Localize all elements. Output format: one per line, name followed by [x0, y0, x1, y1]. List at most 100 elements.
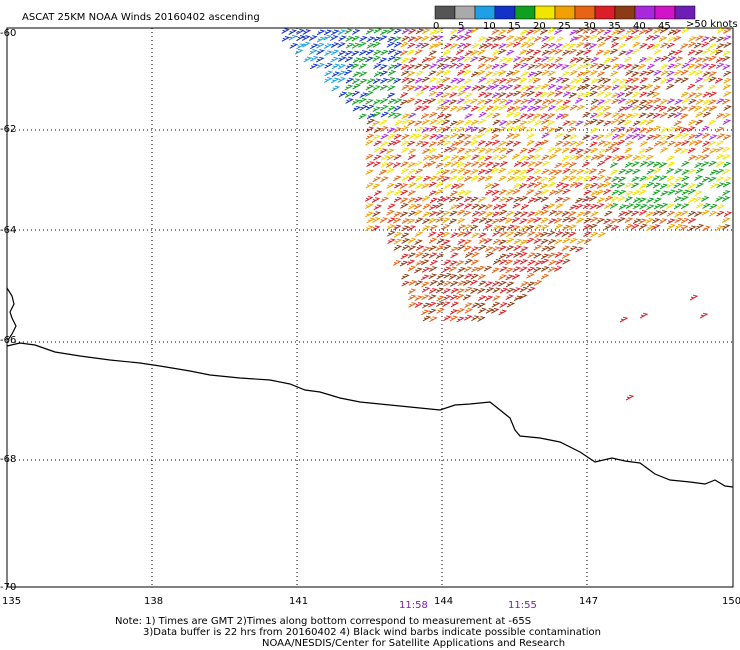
- wind-barb: [400, 189, 409, 196]
- wind-barb: [533, 84, 543, 91]
- wind-barb: [582, 77, 591, 84]
- wind-barb: [721, 196, 731, 202]
- wind-barb: [525, 225, 535, 231]
- wind-barb: [639, 77, 649, 84]
- wind-barb: [715, 161, 725, 167]
- wind-barb: [498, 140, 507, 147]
- wind-barb: [589, 141, 599, 148]
- wind-barb: [434, 28, 444, 35]
- wind-barb: [541, 83, 550, 90]
- wind-barb: [709, 203, 718, 210]
- legend-swatch: [634, 5, 656, 20]
- wind-barb: [457, 231, 466, 238]
- wind-barb: [554, 252, 564, 258]
- wind-barb: [401, 225, 410, 232]
- wind-barb: [393, 244, 403, 251]
- note-line-3: NOAA/NESDIS/Center for Satellite Applica…: [262, 638, 566, 649]
- wind-barb: [463, 196, 473, 203]
- wind-barb: [645, 217, 655, 224]
- wind-barb: [512, 287, 522, 294]
- wind-barb: [421, 105, 430, 112]
- wind-barb: [618, 84, 628, 91]
- wind-barb: [618, 211, 627, 217]
- wind-barb: [400, 125, 410, 132]
- wind-barb: [420, 141, 430, 148]
- legend-swatch: [474, 5, 496, 20]
- wind-barb: [506, 126, 516, 132]
- wind-barb: [715, 113, 725, 119]
- wind-barb: [625, 140, 634, 147]
- wind-barb: [498, 280, 507, 287]
- wind-barb: [548, 190, 558, 196]
- wind-barb: [547, 230, 556, 237]
- wind-barb: [589, 112, 599, 119]
- wind-barb: [639, 127, 648, 134]
- wind-barb: [547, 84, 557, 90]
- wind-barb: [399, 99, 409, 106]
- wind-barb: [457, 218, 466, 224]
- wind-barb: [673, 203, 683, 210]
- wind-barb: [421, 119, 431, 125]
- wind-barb: [387, 105, 396, 112]
- wind-barb: [358, 41, 367, 48]
- wind-barb: [422, 315, 432, 322]
- wind-barb: [583, 210, 592, 217]
- wind-barb: [378, 35, 388, 42]
- wind-barb: [464, 29, 474, 36]
- wind-barb: [372, 217, 381, 223]
- wind-barb: [428, 288, 438, 294]
- wind-barb: [709, 148, 718, 155]
- wind-barb: [505, 252, 515, 259]
- wind-barb: [659, 202, 669, 209]
- wind-barb: [625, 394, 635, 401]
- wind-barb: [456, 35, 465, 41]
- wind-barb: [450, 56, 459, 63]
- wind-barb: [393, 196, 403, 203]
- wind-barb: [716, 98, 725, 105]
- wind-barb: [527, 161, 537, 167]
- wind-barb: [443, 280, 452, 287]
- wind-barb: [637, 148, 647, 155]
- wind-barb: [533, 181, 543, 188]
- wind-barb: [399, 183, 409, 189]
- wind-barb: [492, 230, 501, 237]
- wind-barb: [351, 35, 361, 42]
- wind-barb: [429, 316, 438, 323]
- wind-barb: [625, 190, 634, 197]
- wind-barb: [351, 99, 361, 105]
- wind-barb: [442, 288, 452, 295]
- wind-barb: [562, 216, 571, 223]
- wind-barb: [429, 175, 439, 182]
- wind-barb: [569, 70, 579, 76]
- wind-barb: [316, 36, 326, 43]
- wind-barb: [680, 217, 690, 224]
- wind-barb: [646, 91, 656, 97]
- wind-barb: [436, 139, 446, 146]
- wind-barb: [435, 91, 444, 98]
- wind-barb: [450, 155, 460, 161]
- wind-barb: [512, 141, 522, 147]
- wind-barb: [519, 147, 529, 154]
- wind-barb: [695, 182, 705, 189]
- wind-barb: [527, 64, 536, 71]
- wind-barb: [387, 133, 396, 140]
- wind-barb: [519, 120, 528, 127]
- wind-barb: [449, 260, 458, 267]
- wind-barb: [714, 77, 724, 84]
- wind-barb: [463, 161, 473, 168]
- wind-barb: [674, 223, 684, 230]
- wind-barb: [652, 43, 661, 50]
- wind-barb: [491, 29, 500, 35]
- wind-barb: [644, 84, 654, 90]
- wind-barb: [547, 147, 556, 153]
- wind-barb: [611, 147, 621, 154]
- wind-barb: [393, 238, 403, 245]
- wind-barb: [695, 35, 704, 42]
- wind-barb: [499, 161, 509, 167]
- wind-barb: [387, 230, 396, 237]
- wind-barb: [632, 203, 642, 210]
- wind-barb: [596, 160, 606, 167]
- wind-barb: [541, 132, 550, 139]
- wind-barb: [401, 118, 411, 125]
- legend-tick-label: 35: [608, 21, 621, 32]
